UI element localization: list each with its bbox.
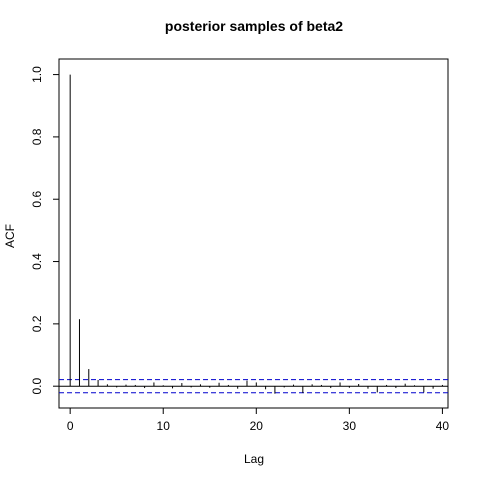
- x-tick-label-0: 0: [67, 419, 74, 433]
- chart-marks: 0 10 20 30 40 0.0 0.2 0.4 0.6 0.8 1.0: [30, 66, 449, 433]
- x-tick-label-30: 30: [343, 419, 357, 433]
- y-tick-label-2: 0.4: [30, 253, 44, 270]
- chart-title: posterior samples of beta2: [165, 18, 343, 34]
- y-axis-label: ACF: [3, 224, 17, 248]
- y-tick-label-0: 0.0: [30, 378, 44, 395]
- y-tick-label-3: 0.6: [30, 191, 44, 208]
- x-axis-label: Lag: [244, 452, 264, 466]
- y-tick-label-4: 0.8: [30, 128, 44, 145]
- x-tick-label-40: 40: [436, 419, 450, 433]
- y-tick-label-5: 1.0: [30, 66, 44, 83]
- x-tick-label-10: 10: [157, 419, 171, 433]
- x-tick-label-20: 20: [250, 419, 264, 433]
- plot-frame: [58, 58, 449, 409]
- y-tick-label-1: 0.2: [30, 315, 44, 332]
